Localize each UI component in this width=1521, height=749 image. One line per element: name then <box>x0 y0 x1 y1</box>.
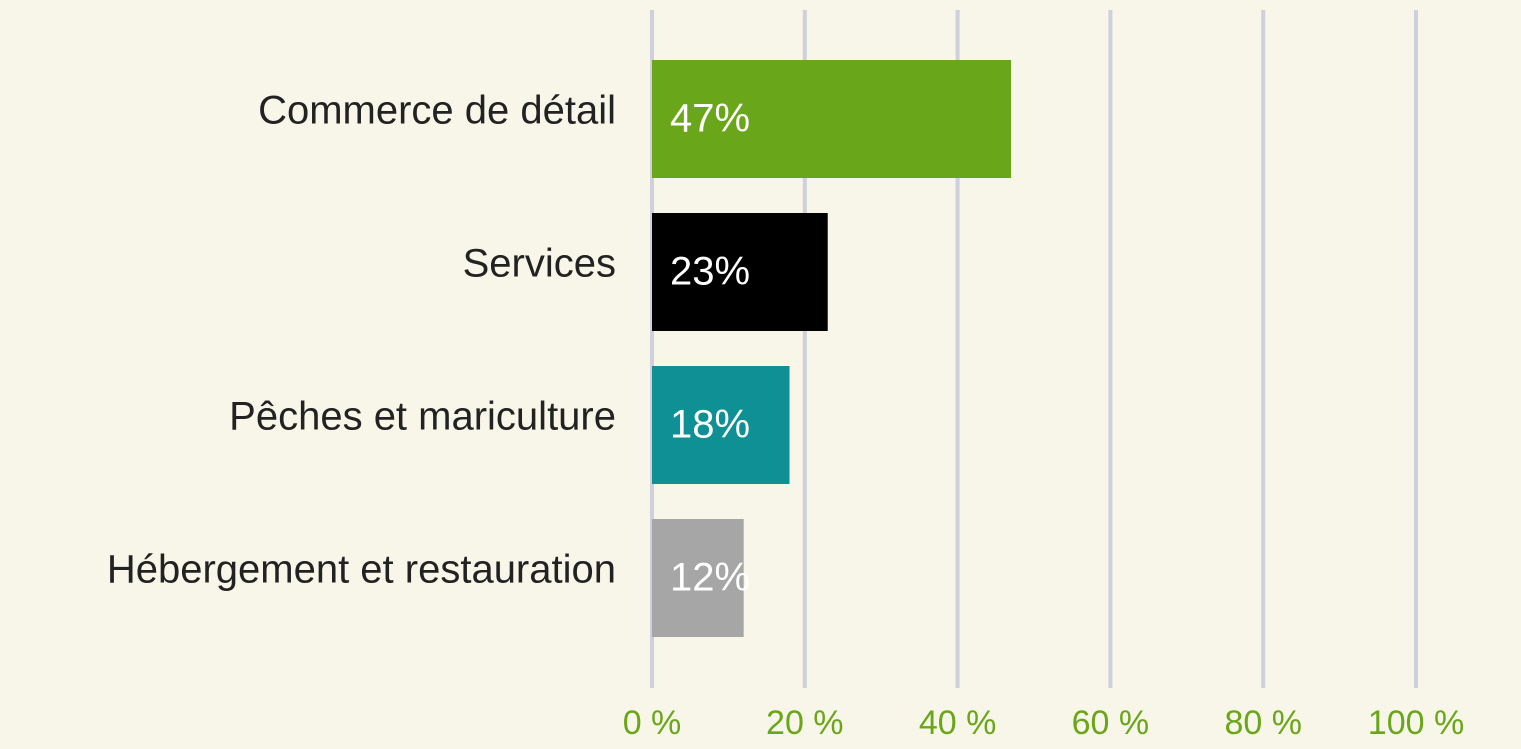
category-label: Pêches et mariculture <box>229 395 616 439</box>
x-tick-label: 20 % <box>766 704 844 742</box>
category-label: Commerce de détail <box>258 89 616 133</box>
bar <box>652 213 828 331</box>
data-label: 12% <box>670 556 750 600</box>
x-tick-label: 40 % <box>919 704 997 742</box>
x-tick-label: 100 % <box>1368 704 1464 742</box>
data-label: 47% <box>670 97 750 141</box>
bar <box>652 366 790 484</box>
category-label: Services <box>463 242 616 286</box>
category-label: Hébergement et restauration <box>107 548 616 592</box>
data-label: 23% <box>670 250 750 294</box>
x-tick-label: 80 % <box>1224 704 1302 742</box>
data-label: 18% <box>670 403 750 447</box>
x-tick-label: 60 % <box>1072 704 1150 742</box>
bar <box>652 60 1012 178</box>
bar <box>652 519 744 637</box>
x-tick-label: 0 % <box>623 704 682 742</box>
